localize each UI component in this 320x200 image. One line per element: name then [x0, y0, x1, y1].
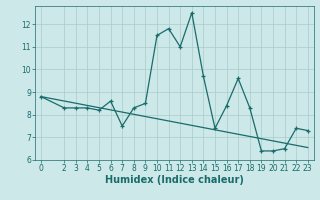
X-axis label: Humidex (Indice chaleur): Humidex (Indice chaleur): [105, 175, 244, 185]
